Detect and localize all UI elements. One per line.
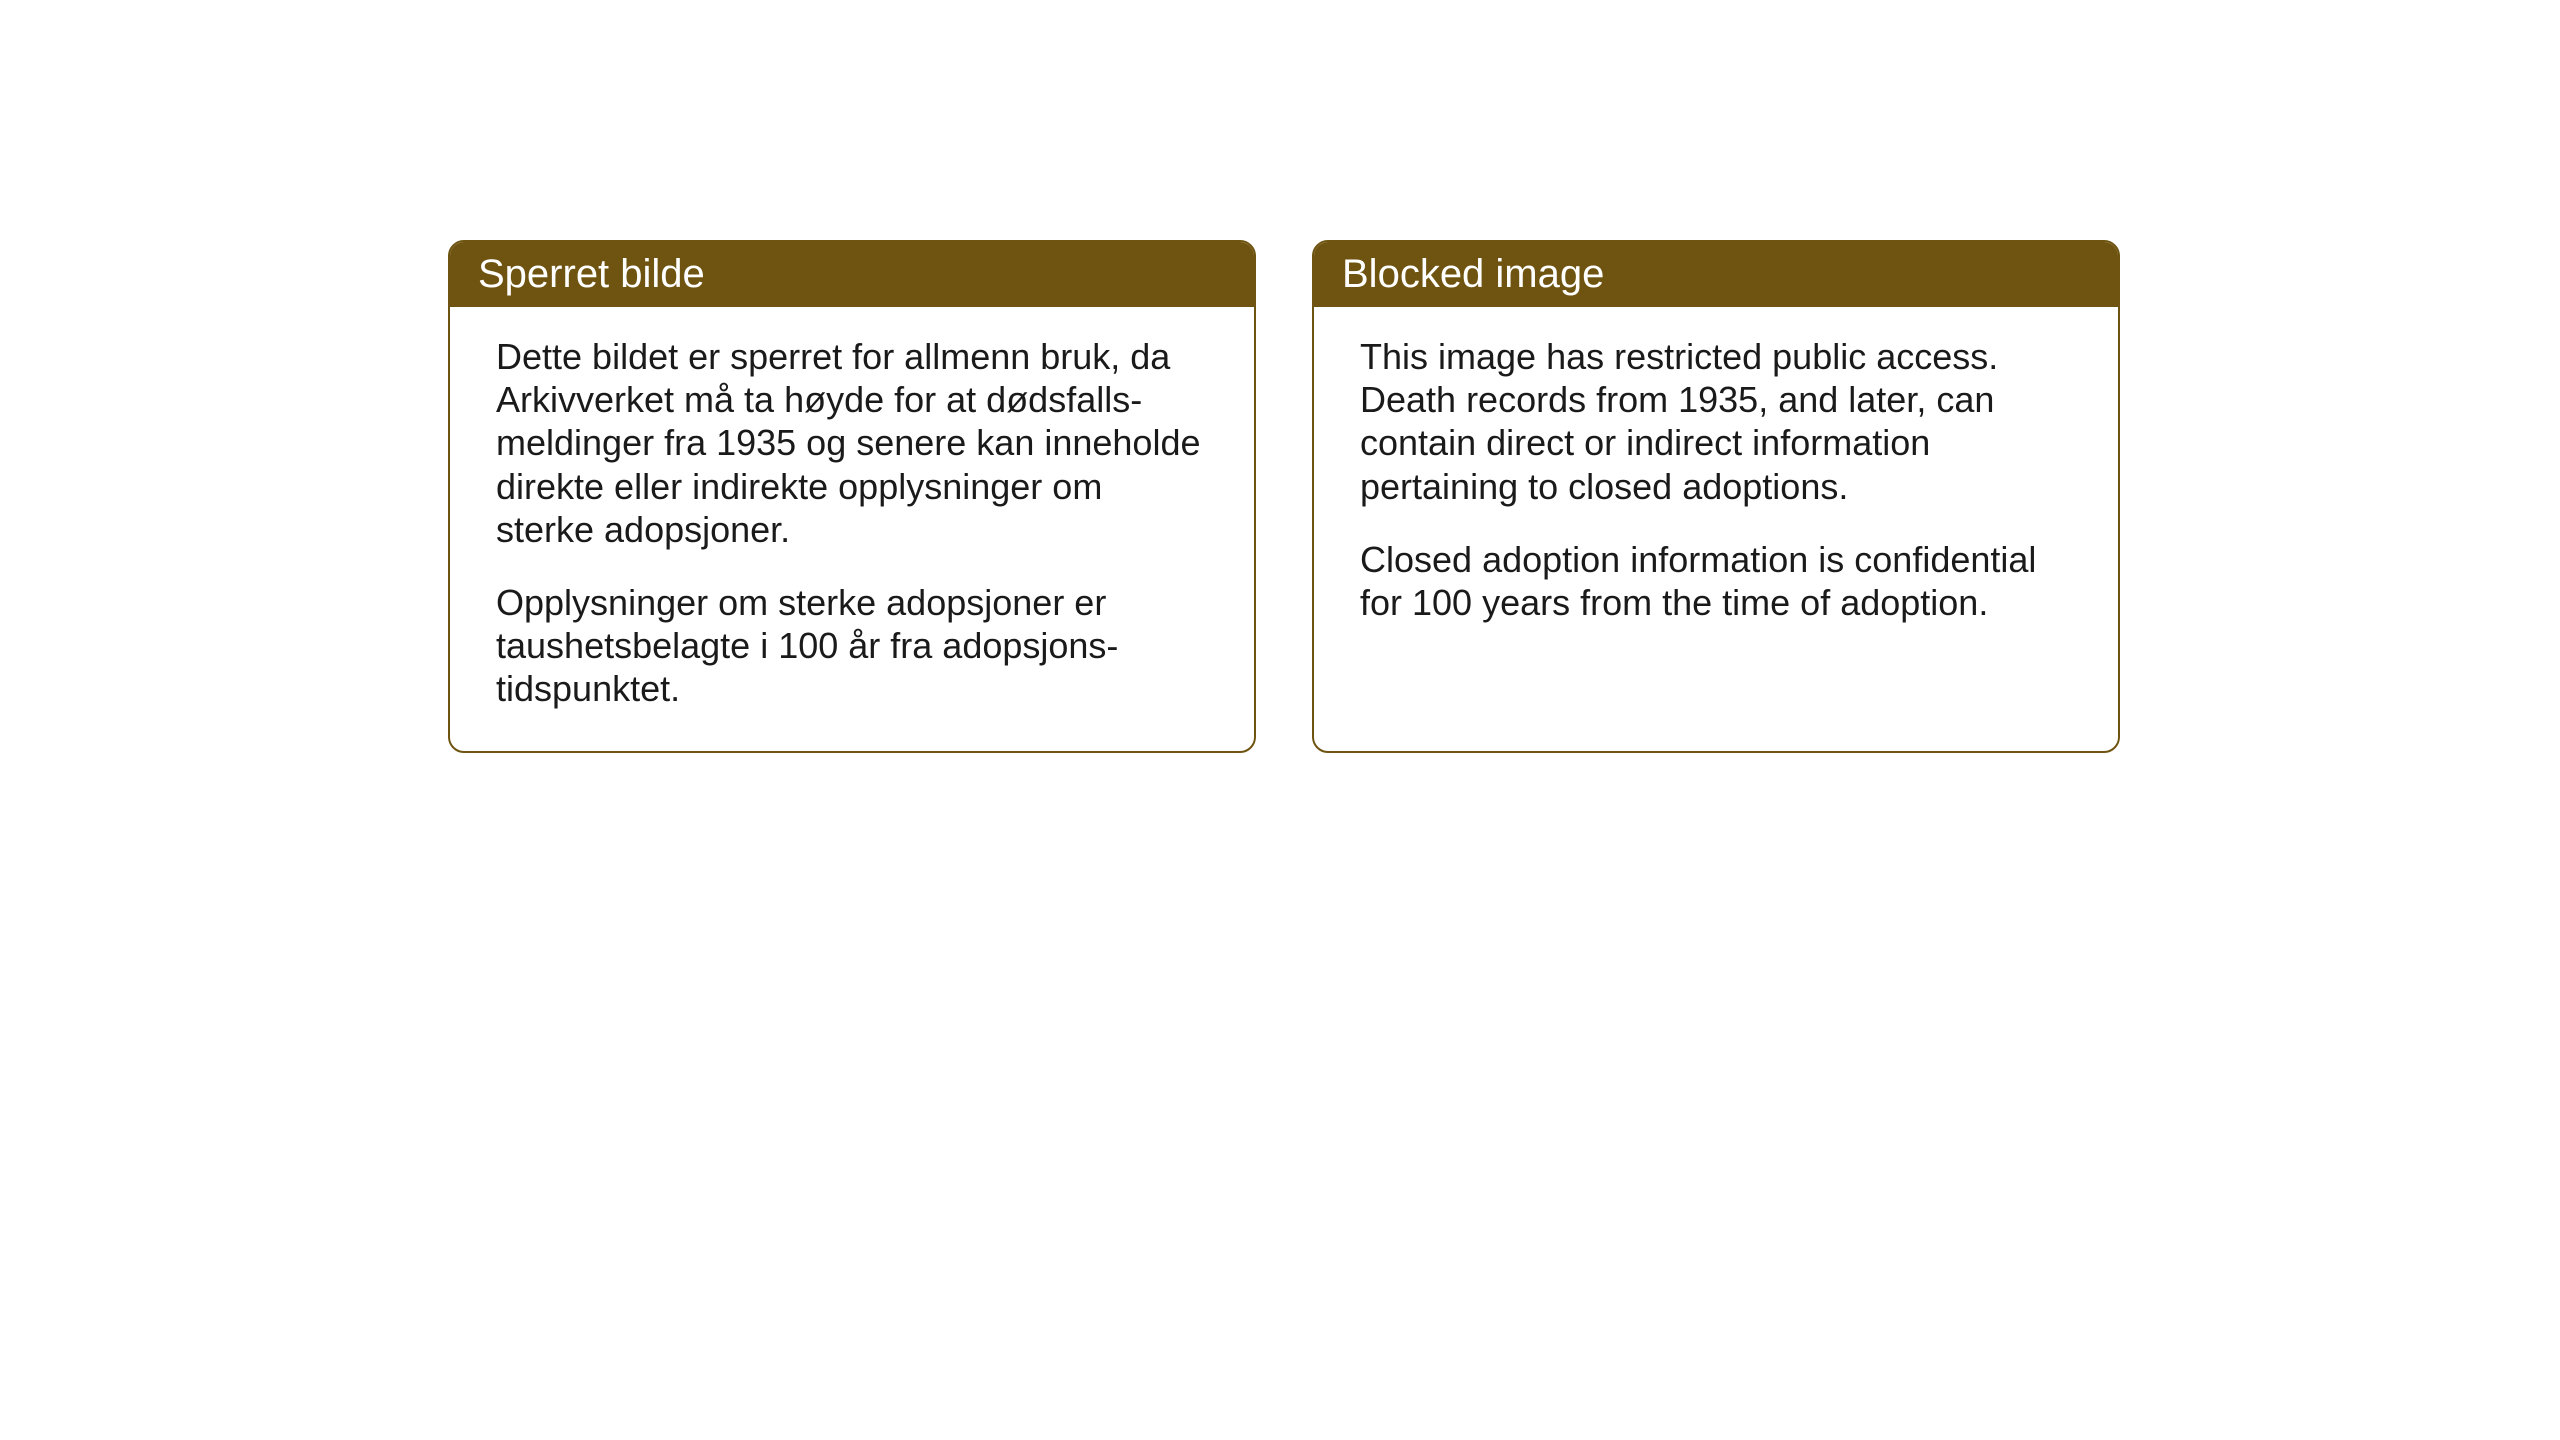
norwegian-card-body: Dette bildet er sperret for allmenn bruk… xyxy=(450,307,1254,751)
norwegian-card-header: Sperret bilde xyxy=(450,242,1254,307)
norwegian-paragraph-2: Opplysninger om sterke adopsjoner er tau… xyxy=(496,581,1208,711)
norwegian-card-title: Sperret bilde xyxy=(478,252,705,296)
english-card-header: Blocked image xyxy=(1314,242,2118,307)
english-paragraph-1: This image has restricted public access.… xyxy=(1360,335,2072,508)
norwegian-paragraph-1: Dette bildet er sperret for allmenn bruk… xyxy=(496,335,1208,551)
notice-container: Sperret bilde Dette bildet er sperret fo… xyxy=(448,240,2120,753)
english-card-title: Blocked image xyxy=(1342,252,1604,296)
norwegian-notice-card: Sperret bilde Dette bildet er sperret fo… xyxy=(448,240,1256,753)
english-notice-card: Blocked image This image has restricted … xyxy=(1312,240,2120,753)
english-paragraph-2: Closed adoption information is confident… xyxy=(1360,538,2072,624)
english-card-body: This image has restricted public access.… xyxy=(1314,307,2118,747)
